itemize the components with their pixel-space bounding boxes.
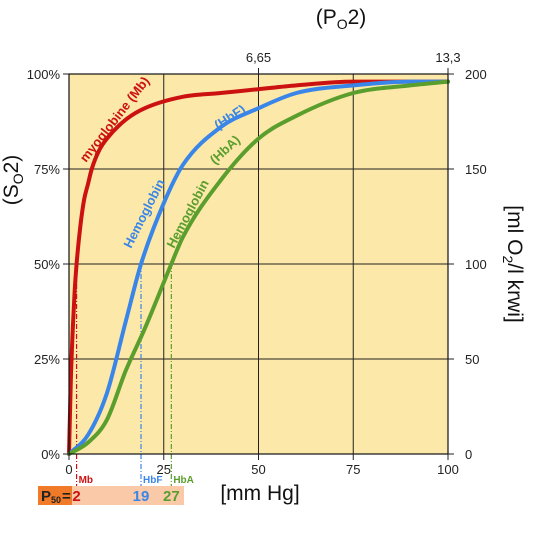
y-left-tick-label: 50%: [34, 257, 60, 272]
y-right-tick-label: 100: [465, 257, 487, 272]
top-axis-title: (PO2): [316, 6, 367, 32]
curve-3: [67, 79, 450, 456]
curves: [67, 79, 450, 456]
y-right-tick-label: 0: [465, 447, 472, 462]
p50-value: 27: [163, 488, 180, 505]
y-right-tick-label: 200: [465, 67, 487, 82]
p50-box-values-bg: [72, 486, 184, 505]
y-right-tick-label: 150: [465, 162, 487, 177]
p50-box-label: P50=: [41, 488, 71, 505]
x-tick-label: 25: [157, 462, 171, 477]
p50-series-tag: HbA: [173, 475, 194, 486]
p50-box-label-bg: [38, 486, 72, 505]
y-left-tick-label: 100%: [27, 67, 61, 82]
p50-series-tag: Mb: [79, 475, 93, 486]
p50-value: 2: [72, 488, 80, 505]
top-tick-label: 6,65: [246, 50, 271, 65]
x-tick-label: 50: [251, 462, 265, 477]
x-tick-label: 100: [437, 462, 459, 477]
x-tick-label: 0: [65, 462, 72, 477]
x-axis-title: [mm Hg]: [220, 482, 299, 505]
y-right-axis-title: [ml O2/l krwi]: [500, 205, 526, 322]
p50-value: 19: [133, 488, 150, 505]
y-left-axis-title: (SO2): [0, 155, 26, 206]
curve-2: [67, 79, 450, 456]
top-tick-label: 13,3: [435, 50, 460, 65]
ticks: 0 25 50 75 100 0% 25% 50% 75% 100% 0 50 100 150 200 6,6…: [27, 50, 487, 477]
x-tick-label: 75: [346, 462, 360, 477]
y-right-tick-label: 50: [465, 352, 479, 367]
y-left-tick-label: 0%: [41, 447, 60, 462]
curve-1: [67, 79, 450, 456]
p50-box: P50= 2 19 27: [38, 486, 184, 505]
axis-titles: (PO2) [mm Hg] (SO2) [ml O2/l krwi]: [0, 6, 526, 505]
y-left-tick-label: 75%: [34, 162, 60, 177]
p50-series-tag: HbF: [143, 475, 162, 486]
y-left-tick-label: 25%: [34, 352, 60, 367]
